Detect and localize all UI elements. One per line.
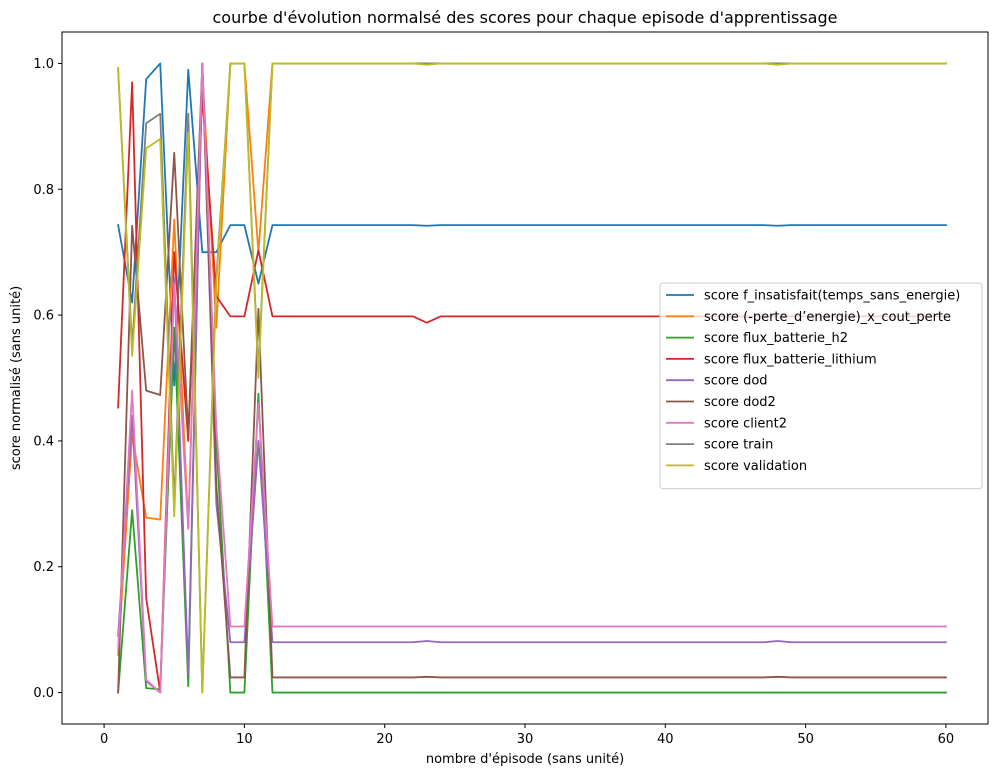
y-tick-label: 0.0 bbox=[33, 686, 54, 701]
x-axis-ticks: 0 10 20 30 40 50 60 bbox=[100, 724, 954, 747]
x-tick-label: 60 bbox=[938, 732, 955, 747]
legend-entry-label: score dod2 bbox=[704, 395, 776, 410]
legend-entry-label: score client2 bbox=[704, 416, 787, 431]
series-line-6 bbox=[117, 62, 947, 694]
y-axis-label: score normalisé (sans unité) bbox=[9, 286, 24, 470]
y-tick-label: 1.0 bbox=[33, 57, 54, 72]
plot-area bbox=[61, 31, 989, 725]
series-line-4 bbox=[117, 81, 947, 694]
y-tick-label: 0.6 bbox=[33, 309, 54, 324]
series-line-1 bbox=[117, 62, 947, 387]
chart-title: courbe d'évolution normalsé des scores p… bbox=[213, 8, 838, 27]
y-tick-label: 0.4 bbox=[33, 434, 54, 449]
x-tick-label: 10 bbox=[236, 732, 253, 747]
legend-box bbox=[659, 282, 983, 490]
legend: score f_insatisfait(temps_sans_energie)s… bbox=[659, 282, 983, 490]
x-tick-label: 0 bbox=[100, 732, 108, 747]
series-line-9 bbox=[117, 62, 947, 694]
legend-entry-label: score flux_batterie_lithium bbox=[704, 352, 877, 367]
legend-entry-label: score dod bbox=[704, 374, 768, 389]
x-tick-label: 40 bbox=[657, 732, 674, 747]
x-axis-label: nombre d'épisode (sans unité) bbox=[426, 752, 624, 767]
legend-entry-label: score f_insatisfait(temps_sans_energie) bbox=[704, 289, 960, 304]
y-axis-ticks: 0.0 0.2 0.4 0.6 0.8 1.0 bbox=[33, 57, 62, 701]
x-tick-label: 20 bbox=[376, 732, 393, 747]
x-tick-label: 50 bbox=[797, 732, 814, 747]
series-layer bbox=[117, 62, 947, 694]
legend-entry-label: score flux_batterie_h2 bbox=[704, 331, 848, 346]
legend-entry-label: score (-perte_d’energie)_x_cout_perte bbox=[704, 310, 951, 325]
series-line-7 bbox=[117, 62, 947, 694]
legend-entry-label: score train bbox=[704, 438, 773, 453]
x-tick-label: 30 bbox=[517, 732, 534, 747]
y-tick-label: 0.8 bbox=[33, 183, 54, 198]
y-tick-label: 0.2 bbox=[33, 560, 54, 575]
legend-entry-label: score validation bbox=[704, 459, 807, 474]
